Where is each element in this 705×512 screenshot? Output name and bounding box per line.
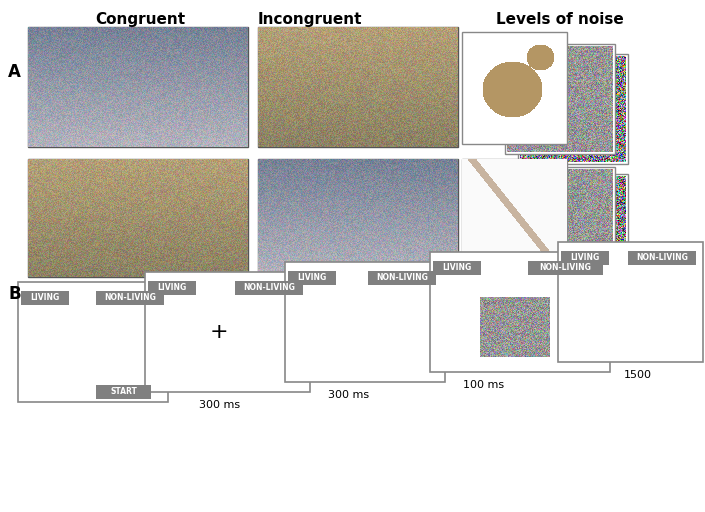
Bar [368,271,436,285]
Text: LIVING: LIVING [157,284,187,292]
Bar [258,27,458,147]
Bar [21,291,69,305]
Text: NON-LIVING: NON-LIVING [539,264,591,272]
Bar [462,32,567,144]
Bar [96,291,164,305]
Bar [528,261,603,275]
Bar [628,251,696,265]
Text: LIVING: LIVING [30,293,60,303]
Text: LIVING: LIVING [442,264,472,272]
Bar [18,282,168,402]
Bar [561,251,609,265]
Bar [433,261,481,275]
Bar [462,159,567,259]
Text: +: + [210,322,228,342]
Bar [518,174,628,274]
Bar [28,27,248,147]
Text: Levels of noise: Levels of noise [496,12,624,27]
Text: Congruent: Congruent [95,12,185,27]
Bar [430,252,610,372]
Bar [145,272,310,392]
Text: NON-LIVING: NON-LIVING [636,253,688,263]
Text: 300 ms: 300 ms [329,390,369,400]
Text: LIVING: LIVING [298,273,326,283]
Bar [285,262,445,382]
Text: LIVING: LIVING [570,253,600,263]
Text: 100 ms: 100 ms [463,380,505,390]
Text: NON-LIVING: NON-LIVING [376,273,428,283]
Bar [558,242,703,362]
Text: A: A [8,63,21,81]
Text: NON-LIVING: NON-LIVING [104,293,156,303]
Bar [518,54,628,164]
Bar [505,167,615,267]
Bar [148,281,196,295]
Text: NON-LIVING: NON-LIVING [243,284,295,292]
Text: Incongruent: Incongruent [258,12,362,27]
Text: START: START [110,388,137,396]
Bar [288,271,336,285]
Bar [28,159,248,277]
Text: 1500: 1500 [624,370,651,380]
Bar [505,44,615,154]
Bar [96,385,151,399]
Bar [235,281,303,295]
Text: B: B [8,285,20,303]
Text: 300 ms: 300 ms [199,400,240,410]
Bar [258,159,458,277]
